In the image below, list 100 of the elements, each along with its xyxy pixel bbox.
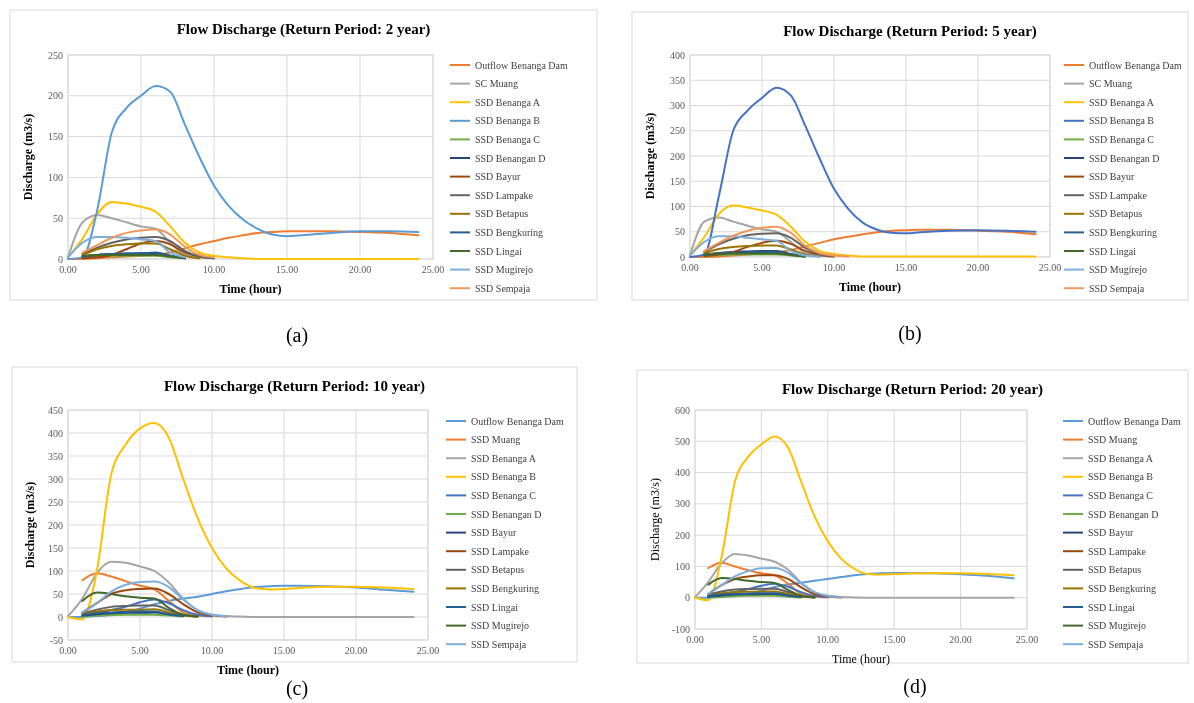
x-tick-label: 0.00 — [59, 645, 77, 656]
legend-label: Outflow Benanga Dam — [471, 415, 564, 427]
legend-label: SSD Bayur — [475, 171, 521, 183]
legend-label: SSD Betapus — [471, 564, 525, 576]
legend-label: SSD Benanga B — [1088, 471, 1154, 483]
legend-label: SSD Mugirejo — [471, 620, 530, 632]
legend-label: SSD Sempaja — [475, 282, 531, 294]
legend-label: SSD Benanga B — [471, 471, 537, 483]
y-tick-label: -50 — [49, 634, 63, 646]
legend-label: SSD Sempaja — [1089, 282, 1145, 294]
x-tick-label: 25.00 — [1015, 634, 1039, 645]
y-tick-label: 250 — [48, 496, 63, 508]
y-tick-label: 0 — [680, 251, 685, 263]
legend-label: SSD Benanga A — [1088, 452, 1154, 464]
legend-label: SSD Benanga A — [1089, 96, 1155, 108]
y-tick-label: 300 — [48, 473, 63, 485]
chart-title: Flow Discharge (Return Period: 2 year) — [176, 21, 431, 38]
y-tick-label: 200 — [48, 519, 63, 531]
legend-label: SSD Betapus — [475, 208, 529, 220]
y-tick-label: 100 — [48, 565, 63, 577]
x-tick-label: 20.00 — [344, 645, 368, 656]
legend-label: SSD Bengkuring — [471, 582, 540, 594]
legend-label: SSD Betapus — [1088, 564, 1142, 576]
x-tick-label: 0.00 — [686, 634, 704, 645]
x-tick-label: 5.00 — [752, 634, 771, 645]
x-tick-label: 5.00 — [132, 264, 150, 275]
x-tick-label: 15.00 — [882, 634, 906, 645]
legend-label: SSD Muang — [1088, 434, 1138, 446]
legend-label: SSD Betapus — [1089, 208, 1143, 220]
legend-label: SSD Bengkuring — [475, 226, 544, 238]
legend-label: SSD Bengkuring — [1088, 582, 1157, 594]
y-tick-label: 150 — [48, 542, 63, 554]
y-tick-label: 250 — [670, 125, 685, 137]
legend-label: SSD Benangan D — [475, 152, 546, 164]
legend-label: SSD Benangan D — [471, 508, 542, 520]
legend-label: Outflow Benanga Dam — [475, 59, 568, 71]
legend-label: SSD Benangan D — [1088, 508, 1159, 520]
y-tick-label: 50 — [675, 226, 685, 238]
y-axis-title: Discharge (m3/s) — [23, 481, 37, 569]
legend-label: SSD Bayur — [471, 527, 517, 539]
legend-label: SSD Benanga C — [475, 133, 541, 145]
legend-label: SSD Mugirejo — [475, 264, 534, 276]
legend-label: SSD Lampake — [1088, 545, 1147, 557]
y-tick-label: 400 — [670, 49, 685, 61]
legend-label: SSD Lampake — [471, 545, 530, 557]
x-axis-title: Time (hour) — [838, 280, 902, 294]
x-tick-label: 15.00 — [272, 645, 296, 656]
legend-label: SSD Benanga B — [475, 115, 541, 127]
legend-label: SSD Mugirejo — [1089, 264, 1148, 276]
y-tick-label: 100 — [670, 201, 685, 212]
y-tick-label: 100 — [675, 560, 690, 572]
y-tick-label: 200 — [48, 90, 63, 102]
x-tick-label: 10.00 — [822, 262, 846, 273]
x-tick-label: 15.00 — [275, 264, 299, 275]
y-tick-label: 500 — [675, 435, 690, 447]
legend-label: SSD Benanga C — [1088, 489, 1154, 501]
y-tick-label: 0 — [685, 592, 690, 604]
x-axis-title: Time (hour) — [219, 282, 282, 296]
x-tick-label: 20.00 — [348, 264, 372, 275]
legend-label: SC Muang — [475, 78, 519, 90]
legend-label: SSD Lingai — [1089, 245, 1137, 257]
y-tick-label: 350 — [48, 450, 63, 462]
y-tick-label: 50 — [53, 212, 63, 224]
y-tick-label: 350 — [670, 74, 685, 86]
y-tick-label: 0 — [58, 611, 63, 623]
x-tick-label: 20.00 — [966, 262, 990, 273]
y-tick-label: 50 — [53, 588, 63, 600]
x-tick-label: 20.00 — [949, 634, 972, 645]
legend-label: SSD Mugirejo — [1088, 620, 1147, 632]
y-axis-title: Discharge (m3/s) — [648, 478, 662, 561]
legend-label: SSD Benanga C — [1089, 133, 1155, 145]
legend-label: SSD Muang — [471, 434, 521, 446]
text: (b) — [898, 322, 922, 345]
legend-label: SSD Lampake — [475, 189, 534, 201]
legend-label: SSD Sempaja — [1088, 638, 1144, 650]
x-tick-label: 5.00 — [131, 645, 149, 656]
chart-title: Flow Discharge (Return Period: 10 year) — [163, 378, 426, 395]
legend-label: SSD Lingai — [475, 245, 523, 257]
legend-label: SSD Benangan D — [1089, 152, 1160, 164]
y-tick-label: 400 — [48, 427, 63, 439]
x-tick-label: 15.00 — [894, 262, 918, 273]
y-axis-title: Discharge (m3/s) — [643, 112, 657, 200]
x-tick-label: 25.00 — [421, 264, 445, 275]
y-tick-label: 100 — [48, 171, 63, 183]
x-tick-label: 0.00 — [681, 262, 699, 273]
x-axis-title: Time (hour) — [832, 652, 890, 666]
legend-label: SSD Bayur — [1088, 527, 1134, 539]
x-tick-label: 0.00 — [59, 264, 77, 275]
legend-label: SSD Benanga C — [471, 489, 537, 501]
legend-label: SSD Bayur — [1089, 171, 1135, 183]
x-tick-label: 25.00 — [416, 645, 440, 656]
y-tick-label: 200 — [675, 529, 690, 541]
x-tick-label: 10.00 — [202, 264, 226, 275]
y-tick-label: 150 — [670, 175, 685, 187]
legend-label: SSD Sempaja — [471, 638, 527, 650]
legend-label: Outflow Benanga Dam — [1089, 59, 1182, 71]
y-tick-label: -100 — [671, 623, 690, 635]
chart-title: Flow Discharge (Return Period: 5 year) — [783, 23, 1037, 40]
legend-label: SSD Lingai — [471, 601, 519, 613]
y-tick-label: 600 — [675, 404, 690, 416]
